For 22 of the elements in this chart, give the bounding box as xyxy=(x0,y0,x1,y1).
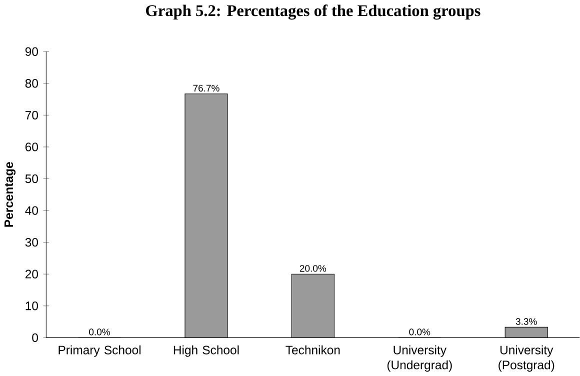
x-tick-label: High School xyxy=(174,345,239,357)
data-label: 0.0% xyxy=(409,328,430,336)
y-tick-label: 30 xyxy=(25,238,38,247)
y-tick-label: 0 xyxy=(32,333,38,342)
data-label: 20.0% xyxy=(300,264,326,272)
y-tick-label: 50 xyxy=(25,174,38,183)
x-tick-label: University (Postgrad) xyxy=(498,345,554,372)
y-tick-label: 10 xyxy=(26,301,38,310)
x-tick-label: Technikon xyxy=(286,345,340,354)
x-tick-label: Primary School xyxy=(58,345,140,357)
y-tick-label: 20 xyxy=(25,270,38,278)
x-tick-label: University (Undergrad) xyxy=(387,345,452,372)
y-tick-label: 80 xyxy=(25,78,38,88)
data-label: 0.0% xyxy=(89,328,110,336)
y-tick-label: 40 xyxy=(25,206,38,215)
y-tick-label: 60 xyxy=(25,142,38,152)
data-label: 76.7% xyxy=(193,84,220,92)
y-axis-title: Percentage xyxy=(4,162,16,227)
y-tick-label: 70 xyxy=(25,110,38,120)
y-tick-label: 90 xyxy=(25,47,38,56)
data-label: 3.3% xyxy=(516,318,537,325)
chart-title: Graph 5.2: Percentages of the Education groups xyxy=(146,4,480,20)
